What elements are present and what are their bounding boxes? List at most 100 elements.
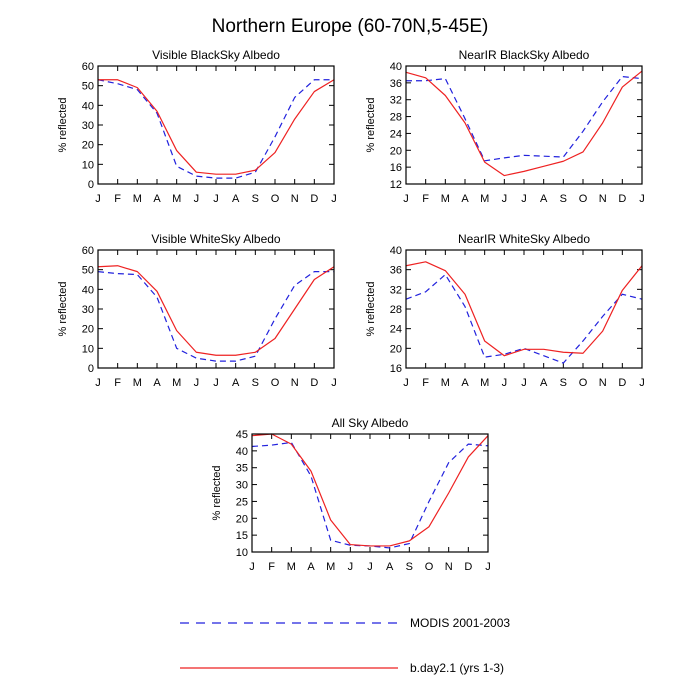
y-tick-label: 16 (390, 363, 402, 375)
x-tick-label: N (291, 193, 299, 205)
x-tick-label: J (403, 193, 409, 205)
x-tick-label: J (194, 193, 200, 205)
y-axis-label: % reflected (365, 281, 377, 336)
series-line-modis (251, 441, 489, 549)
panel-title: NearIR WhiteSky Albedo (458, 232, 590, 246)
panel-title: All Sky Albedo (332, 416, 409, 430)
y-axis-label: % reflected (211, 465, 223, 520)
figure-title: Northern Europe (60-70N,5-45E) (212, 16, 489, 37)
x-tick-label: D (310, 377, 318, 389)
x-tick-label: M (172, 193, 181, 205)
plot-frame (97, 249, 335, 369)
series-line-model (251, 433, 489, 547)
x-tick-label: O (579, 193, 588, 205)
x-tick-label: M (480, 377, 489, 389)
x-tick-label: J (367, 561, 373, 573)
y-tick-label: 28 (390, 112, 402, 124)
x-tick-label: J (194, 377, 200, 389)
y-tick-label: 32 (390, 95, 402, 107)
y-axis-label: % reflected (365, 97, 377, 152)
x-tick-label: M (441, 377, 450, 389)
x-tick-label: M (133, 193, 142, 205)
y-tick-label: 0 (88, 363, 94, 375)
y-tick-label: 20 (390, 343, 402, 355)
x-tick-label: M (172, 377, 181, 389)
x-tick-label: S (252, 193, 259, 205)
x-tick-label: F (114, 193, 121, 205)
x-tick-label: N (599, 377, 607, 389)
series-line-model (405, 261, 643, 357)
x-tick-label: M (133, 377, 142, 389)
legend-modis-label: MODIS 2001-2003 (410, 616, 510, 630)
panel-2: NearIR BlackSky Albedo 12 16 20 24 28 32 36 40 J F… (365, 48, 645, 205)
series-line-model (97, 265, 335, 356)
x-tick-label: J (249, 561, 255, 573)
x-tick-label: D (618, 193, 626, 205)
x-tick-label: S (560, 193, 567, 205)
y-tick-label: 40 (390, 245, 402, 257)
x-tick-label: J (502, 377, 508, 389)
y-tick-label: 40 (390, 61, 402, 73)
series-line-modis (97, 271, 334, 362)
y-tick-label: 36 (390, 78, 402, 90)
plot-frame (405, 65, 643, 185)
x-tick-label: M (326, 561, 335, 573)
x-tick-label: J (331, 377, 337, 389)
legend: MODIS 2001-2003 b.day2.1 (yrs 1-3) (180, 616, 510, 675)
x-tick-label: J (95, 377, 101, 389)
series-line-modis (97, 79, 334, 179)
y-tick-label: 40 (82, 284, 94, 296)
x-tick-label: D (464, 561, 472, 573)
y-tick-label: 45 (236, 429, 248, 441)
x-tick-label: N (599, 193, 607, 205)
y-tick-label: 15 (236, 530, 248, 542)
series-line-modis (405, 273, 643, 364)
y-tick-label: 60 (82, 245, 94, 257)
y-tick-label: 10 (82, 343, 94, 355)
y-tick-label: 20 (82, 140, 94, 152)
x-tick-label: J (639, 193, 645, 205)
y-tick-label: 40 (236, 446, 248, 458)
y-tick-label: 30 (82, 120, 94, 132)
plot-frame (405, 249, 643, 369)
x-tick-label: F (422, 377, 429, 389)
x-tick-label: S (406, 561, 413, 573)
x-tick-label: F (268, 561, 275, 573)
x-tick-label: A (540, 377, 548, 389)
y-tick-label: 25 (236, 496, 248, 508)
y-tick-label: 24 (390, 324, 402, 336)
y-tick-label: 20 (236, 513, 248, 525)
x-tick-label: N (445, 561, 453, 573)
plot-frame (97, 65, 335, 185)
x-tick-label: J (95, 193, 101, 205)
y-tick-label: 50 (82, 265, 94, 277)
series-line-modis (406, 75, 643, 162)
y-tick-label: 36 (390, 265, 402, 277)
x-tick-label: O (579, 377, 588, 389)
x-tick-label: S (252, 377, 259, 389)
y-axis-label: % reflected (57, 97, 69, 152)
panel-title: Visible BlackSky Albedo (152, 48, 280, 62)
x-tick-label: J (331, 193, 337, 205)
y-tick-label: 24 (390, 128, 402, 140)
x-tick-label: A (386, 561, 394, 573)
y-tick-label: 10 (236, 547, 248, 559)
y-tick-label: 32 (390, 284, 402, 296)
y-tick-label: 10 (82, 159, 94, 171)
y-tick-label: 30 (82, 304, 94, 316)
y-tick-label: 20 (82, 324, 94, 336)
x-tick-label: S (560, 377, 567, 389)
x-tick-label: J (521, 377, 527, 389)
x-tick-label: N (291, 377, 299, 389)
plot-frame (251, 433, 489, 553)
x-tick-label: A (461, 377, 469, 389)
series-line-model (405, 70, 643, 177)
y-tick-label: 20 (390, 145, 402, 157)
x-tick-label: A (232, 193, 240, 205)
x-tick-label: F (422, 193, 429, 205)
x-tick-label: J (348, 561, 354, 573)
x-tick-label: O (271, 377, 280, 389)
